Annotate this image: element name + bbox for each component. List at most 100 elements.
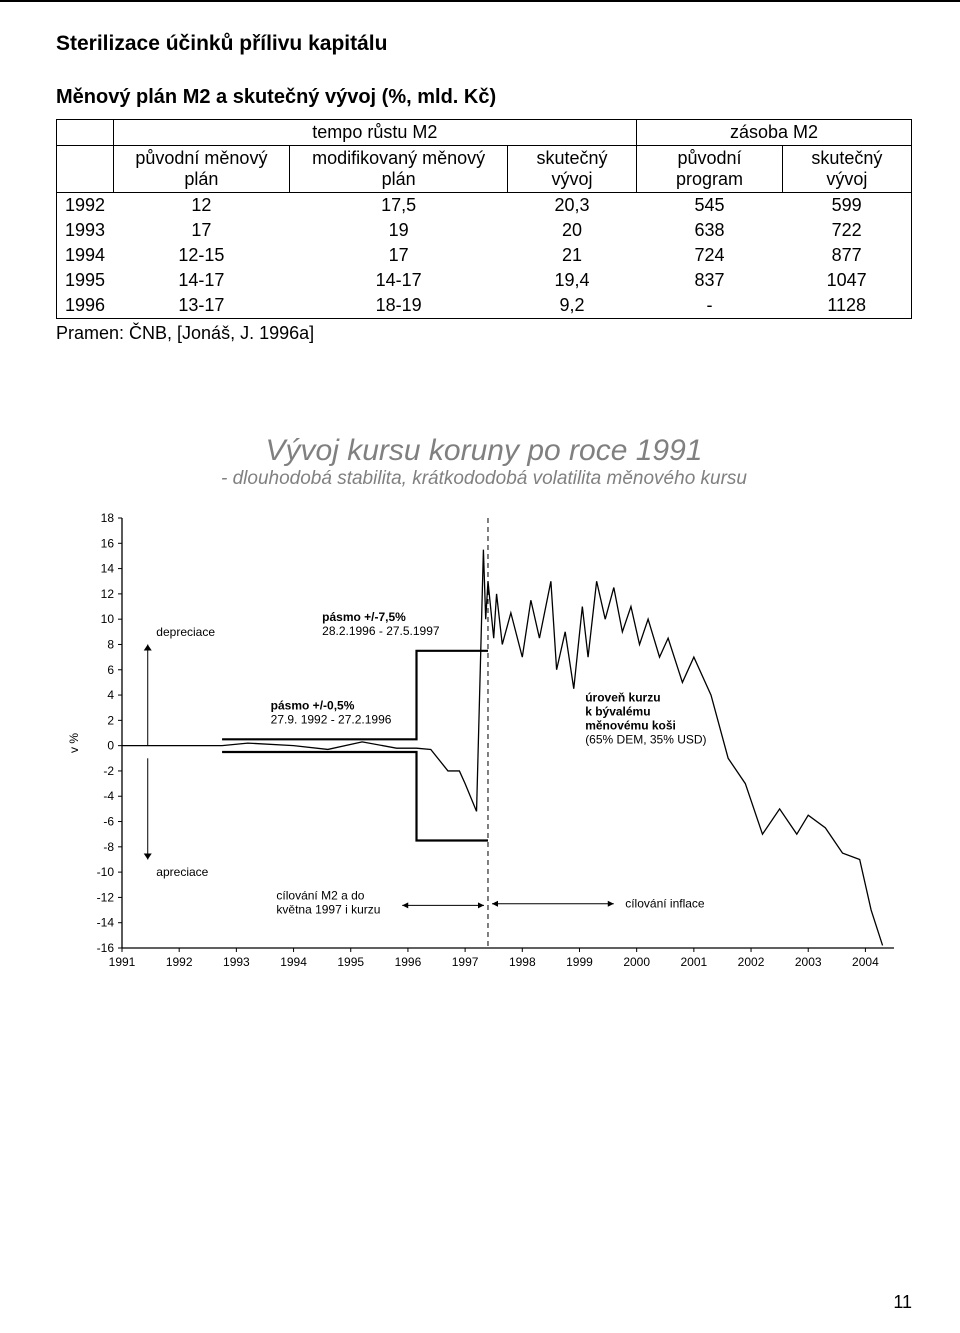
svg-text:-14: -14 [97, 916, 115, 930]
section-title: Sterilizace účinků přílivu kapitálu [56, 32, 912, 56]
svg-text:cílování inflace: cílování inflace [625, 897, 705, 911]
svg-text:depreciace: depreciace [156, 625, 215, 639]
svg-text:-16: -16 [97, 941, 115, 955]
table-cell: 1993 [57, 218, 114, 243]
table-cell: 21 [507, 243, 636, 268]
table-cell: 20,3 [507, 193, 636, 219]
table-group-row: tempo růstu M2 zásoba M2 [57, 120, 912, 146]
svg-text:2004: 2004 [852, 955, 879, 969]
svg-text:-8: -8 [103, 840, 114, 854]
svg-text:0: 0 [107, 739, 114, 753]
table-cell: 1047 [782, 268, 911, 293]
svg-text:1999: 1999 [566, 955, 593, 969]
table-subh-2: modifikovaný měnový plán [290, 146, 508, 193]
svg-text:pásmo +/-7,5%: pásmo +/-7,5% [322, 610, 406, 624]
table-row: 19921217,520,3545599 [57, 193, 912, 219]
table-row: 199514-1714-1719,48371047 [57, 268, 912, 293]
svg-text:(65% DEM, 35% USD): (65% DEM, 35% USD) [585, 732, 706, 746]
svg-text:1996: 1996 [395, 955, 422, 969]
svg-text:1991: 1991 [109, 955, 136, 969]
svg-text:16: 16 [101, 536, 115, 550]
svg-text:měnovému koši: měnovému koši [585, 718, 676, 732]
table-cell: 9,2 [507, 293, 636, 319]
table-body: 19921217,520,354559919931719206387221994… [57, 193, 912, 319]
svg-text:1993: 1993 [223, 955, 250, 969]
table-cell: 1992 [57, 193, 114, 219]
m2-table: tempo růstu M2 zásoba M2 původní měnový … [56, 119, 912, 319]
svg-text:12: 12 [101, 587, 115, 601]
svg-text:-6: -6 [103, 815, 114, 829]
svg-text:-2: -2 [103, 764, 114, 778]
svg-text:28.2.1996 - 27.5.1997: 28.2.1996 - 27.5.1997 [322, 624, 440, 638]
svg-text:května 1997 i kurzu: května 1997 i kurzu [276, 902, 380, 916]
table-head: tempo růstu M2 zásoba M2 původní měnový … [57, 120, 912, 193]
table-cell: 12-15 [113, 243, 290, 268]
table-row: 199613-1718-199,2-1128 [57, 293, 912, 319]
svg-text:úroveň kurzu: úroveň kurzu [585, 690, 660, 704]
table-cell: 17 [290, 243, 508, 268]
table-cell: 1996 [57, 293, 114, 319]
table-cell: 19,4 [507, 268, 636, 293]
chart-subtitle: - dlouhodobá stabilita, krátkododobá vol… [56, 468, 912, 490]
table-subh-5: skutečný vývoj [782, 146, 911, 193]
svg-text:2002: 2002 [738, 955, 765, 969]
table-cell: 545 [637, 193, 783, 219]
table-sub-row: původní měnový plán modifikovaný měnový … [57, 146, 912, 193]
table-cell: 18-19 [290, 293, 508, 319]
svg-text:-4: -4 [103, 789, 114, 803]
svg-text:4: 4 [107, 688, 114, 702]
svg-text:1992: 1992 [166, 955, 193, 969]
svg-text:1994: 1994 [280, 955, 307, 969]
table-cell: 19 [290, 218, 508, 243]
svg-text:2001: 2001 [681, 955, 708, 969]
table-header-group-1: tempo růstu M2 [113, 120, 637, 146]
svg-text:v %: v % [67, 733, 81, 753]
table-cell: 837 [637, 268, 783, 293]
svg-text:2: 2 [107, 713, 114, 727]
table-header-group-2: zásoba M2 [637, 120, 912, 146]
table-subh-1: původní měnový plán [113, 146, 290, 193]
table-title: Měnový plán M2 a skutečný vývoj (%, mld.… [56, 86, 912, 109]
chart-title: Vývoj kursu koruny po roce 1991 [56, 434, 912, 468]
svg-text:apreciace: apreciace [156, 865, 208, 879]
table-cell: 14-17 [113, 268, 290, 293]
svg-text:1997: 1997 [452, 955, 479, 969]
table-source: Pramen: ČNB, [Jonáš, J. 1996a] [56, 323, 912, 344]
svg-text:cílování M2 a do: cílování M2 a do [276, 888, 364, 902]
table-subh-0 [57, 146, 114, 193]
table-cell: 17,5 [290, 193, 508, 219]
svg-text:14: 14 [101, 562, 115, 576]
table-cell: 638 [637, 218, 783, 243]
table-header-blank [57, 120, 114, 146]
chart-block: Vývoj kursu koruny po roce 1991 - dlouho… [56, 434, 912, 978]
chart-svg: 181614121086420-2-4-6-8-10-12-14-1619911… [64, 508, 904, 978]
svg-text:-10: -10 [97, 865, 115, 879]
table-cell: 12 [113, 193, 290, 219]
svg-text:pásmo +/-0,5%: pásmo +/-0,5% [271, 699, 355, 713]
svg-text:1998: 1998 [509, 955, 536, 969]
table-cell: 1995 [57, 268, 114, 293]
svg-text:6: 6 [107, 663, 114, 677]
svg-text:k bývalému: k bývalému [585, 704, 650, 718]
svg-text:8: 8 [107, 637, 114, 651]
table-cell: 17 [113, 218, 290, 243]
table-row: 1993171920638722 [57, 218, 912, 243]
table-cell: - [637, 293, 783, 319]
page-number: 11 [893, 1292, 912, 1313]
table-cell: 14-17 [290, 268, 508, 293]
table-cell: 1994 [57, 243, 114, 268]
table-subh-3: skutečný vývoj [507, 146, 636, 193]
svg-text:-12: -12 [97, 890, 115, 904]
svg-text:18: 18 [101, 511, 115, 525]
page: Sterilizace účinků přílivu kapitálu Měno… [0, 0, 960, 1333]
table-cell: 20 [507, 218, 636, 243]
svg-text:27.9. 1992 - 27.2.1996: 27.9. 1992 - 27.2.1996 [271, 713, 392, 727]
table-cell: 724 [637, 243, 783, 268]
svg-text:2000: 2000 [623, 955, 650, 969]
table-cell: 13-17 [113, 293, 290, 319]
table-cell: 722 [782, 218, 911, 243]
table-cell: 877 [782, 243, 911, 268]
table-cell: 599 [782, 193, 911, 219]
table-cell: 1128 [782, 293, 911, 319]
svg-text:2003: 2003 [795, 955, 822, 969]
